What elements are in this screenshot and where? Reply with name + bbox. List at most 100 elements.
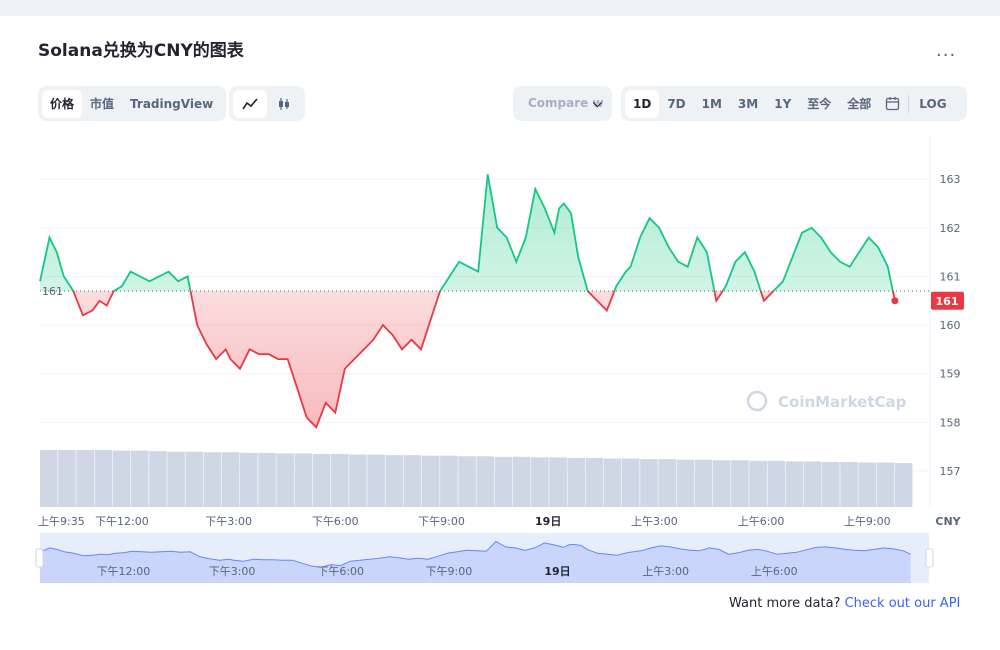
volume-bar bbox=[894, 463, 913, 507]
range-1y[interactable]: 1Y bbox=[774, 96, 792, 111]
volume-bar bbox=[712, 460, 731, 507]
volume-bar bbox=[767, 460, 786, 507]
tab-tradingview[interactable]: TradingView bbox=[130, 96, 214, 111]
volume-bar bbox=[731, 460, 749, 507]
x-tick-label: 上午9:00 bbox=[844, 515, 891, 528]
price-chart[interactable]: 157 158 159 160 161 162 163 161 161 CoinMarketCap… bbox=[0, 0, 1000, 590]
x-tick-label: 上午6:00 bbox=[738, 515, 785, 528]
navigator-handle-right bbox=[925, 548, 934, 568]
tab-price[interactable]: 价格 bbox=[42, 89, 83, 118]
x-tick-label: 上午9:35 bbox=[38, 515, 85, 528]
volume-bar bbox=[676, 459, 695, 507]
api-link[interactable]: Check out our API bbox=[844, 596, 961, 611]
range-3m[interactable]: 3M bbox=[737, 96, 759, 111]
volume-bar bbox=[40, 450, 58, 507]
range-1d[interactable]: 1D bbox=[625, 89, 660, 118]
volume-bar bbox=[331, 453, 349, 507]
navigator-line bbox=[39, 540, 911, 568]
x-tick-label: 下午6:00 bbox=[312, 515, 359, 528]
area-above-baseline bbox=[40, 174, 895, 292]
volume-bar bbox=[785, 461, 804, 507]
volume-bar bbox=[585, 457, 604, 507]
compare-dropdown[interactable]: Compare w ⌵ bbox=[513, 86, 612, 121]
y-tick-label: 163 bbox=[940, 173, 961, 186]
range-divider bbox=[908, 94, 910, 113]
y-tick-label: 161 bbox=[940, 270, 961, 283]
api-promo: Want more data? Check out our API bbox=[729, 596, 960, 611]
range-ytd[interactable]: 至今 bbox=[807, 96, 832, 111]
volume-bar bbox=[567, 457, 586, 507]
price-line-down bbox=[72, 291, 896, 429]
volume-bar bbox=[694, 459, 713, 507]
candlestick-icon[interactable] bbox=[267, 90, 301, 118]
price-line-up bbox=[39, 174, 894, 292]
currency-label: CNY bbox=[935, 515, 961, 528]
volume-bar bbox=[221, 452, 240, 507]
range-selector: 1D 7D 1M 3M 1Y 至今 全部 LOG bbox=[621, 86, 967, 121]
volume-bar bbox=[658, 459, 676, 507]
navigator-handle-left bbox=[35, 548, 44, 568]
x-tick-label: 19日 bbox=[535, 515, 561, 528]
range-all[interactable]: 全部 bbox=[847, 96, 872, 111]
navigator-tick-label: 下午9:00 bbox=[426, 565, 473, 578]
navigator-tick-label: 下午12:00 bbox=[97, 565, 151, 578]
chart-title: Solana兑换为CNY的图表 bbox=[38, 41, 244, 61]
volume-bar bbox=[349, 454, 367, 507]
y-tick-label: 162 bbox=[940, 222, 961, 235]
volume-bar bbox=[312, 453, 331, 507]
volume-bar bbox=[240, 452, 258, 507]
volume-bar bbox=[94, 450, 113, 507]
area-below-baseline bbox=[73, 291, 895, 428]
line-chart-icon[interactable] bbox=[233, 89, 267, 118]
volume-bar bbox=[549, 457, 567, 507]
volume-bar bbox=[840, 461, 858, 507]
x-tick-label: 下午9:00 bbox=[418, 515, 465, 528]
log-scale-toggle[interactable]: LOG bbox=[919, 96, 947, 111]
x-tick-label: 上午3:00 bbox=[631, 515, 678, 528]
x-tick-label: 下午3:00 bbox=[205, 515, 252, 528]
volume-bar bbox=[822, 461, 840, 507]
volume-bar bbox=[494, 456, 513, 507]
volume-bar bbox=[76, 450, 94, 507]
volume-bar bbox=[258, 452, 276, 507]
coinmarketcap-logo-icon bbox=[746, 390, 768, 412]
current-price-label: 161 bbox=[936, 295, 959, 308]
volume-bar bbox=[622, 458, 640, 507]
y-tick-label: 158 bbox=[940, 416, 961, 429]
range-7d[interactable]: 7D bbox=[667, 96, 686, 111]
y-tick-label: 160 bbox=[940, 319, 961, 332]
range-1m[interactable]: 1M bbox=[701, 96, 722, 111]
volume-bar bbox=[58, 450, 76, 507]
chart-type-toggle bbox=[229, 86, 305, 121]
volume-bar bbox=[385, 455, 404, 507]
view-tabs: 价格 市值 TradingView bbox=[38, 86, 226, 121]
navigator-tick-label: 上午3:00 bbox=[642, 565, 689, 578]
volume-bar bbox=[803, 461, 822, 507]
volume-bar bbox=[167, 451, 185, 507]
navigator-area bbox=[40, 541, 911, 583]
navigator-tick-label: 下午3:00 bbox=[209, 565, 256, 578]
chevron-down-icon: ⌵ bbox=[592, 96, 602, 110]
tab-market-cap[interactable]: 市值 bbox=[90, 96, 115, 111]
volume-bar bbox=[294, 453, 313, 507]
volume-bar bbox=[458, 456, 476, 507]
more-options-icon[interactable]: ... bbox=[936, 40, 957, 61]
compare-label: Compare w bbox=[528, 96, 604, 110]
y-tick-label: 157 bbox=[940, 465, 961, 478]
watermark-text: CoinMarketCap bbox=[778, 393, 907, 411]
volume-bar bbox=[531, 457, 549, 507]
navigator-tick-label: 下午6:00 bbox=[317, 565, 364, 578]
volume-bar bbox=[403, 455, 422, 507]
volume-bar bbox=[749, 460, 767, 507]
navigator-tick-label: 19日 bbox=[544, 565, 570, 578]
x-tick-label: 下午12:00 bbox=[95, 515, 149, 528]
calendar-icon[interactable] bbox=[879, 90, 906, 118]
volume-bar bbox=[185, 451, 204, 507]
volume-bar bbox=[858, 462, 877, 507]
last-price-dot bbox=[891, 297, 899, 305]
volume-bar bbox=[876, 462, 895, 507]
volume-bar bbox=[276, 453, 295, 507]
volume-bar bbox=[149, 451, 167, 507]
baseline-label: 161 bbox=[42, 285, 63, 298]
volume-bar bbox=[476, 456, 495, 507]
